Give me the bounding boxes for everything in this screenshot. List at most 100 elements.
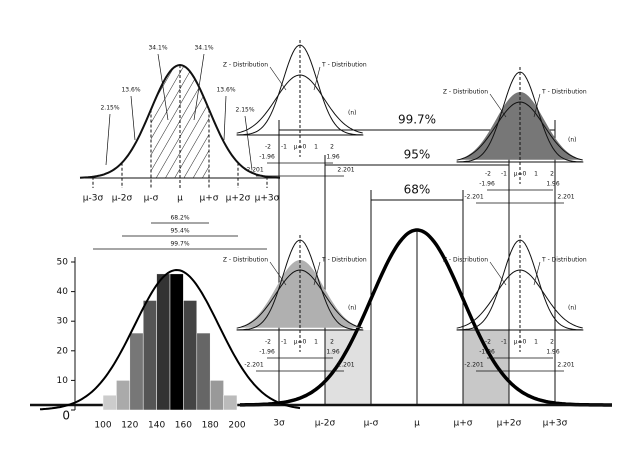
y-tick-label: 40 <box>57 287 69 297</box>
line <box>269 66 287 91</box>
range-label: 95.4% <box>170 228 189 235</box>
line <box>489 93 507 118</box>
n-label: (n) <box>348 110 356 117</box>
tick-label: 1 <box>314 144 318 151</box>
tick-label: 2 <box>550 171 554 178</box>
tick-label: -2 <box>485 171 491 178</box>
tick-label: -2 <box>265 339 271 346</box>
crit-label: 1.96 <box>546 349 560 356</box>
t-label: T - Distribution <box>321 257 367 264</box>
t-label: T - Distribution <box>541 257 587 264</box>
z-label: Z - Distribution <box>443 257 488 264</box>
range-label: 68% <box>404 183 431 197</box>
bar <box>209 380 224 411</box>
y-tick-label: 20 <box>57 346 69 356</box>
crit-label: 2.201 <box>337 362 354 369</box>
axis-label: μ-3σ <box>83 194 104 204</box>
line <box>313 261 321 286</box>
bar <box>196 332 211 411</box>
line <box>269 261 287 286</box>
crit-label: 2.201 <box>557 362 574 369</box>
axis-label: μ+3σ <box>543 419 568 429</box>
percent-label: 2.15% <box>235 107 254 114</box>
y-tick-label: 50 <box>57 258 69 268</box>
line <box>223 95 227 141</box>
axis-label: μ-σ <box>144 194 159 204</box>
line <box>533 261 541 286</box>
n-label: (n) <box>348 305 356 312</box>
bar <box>223 394 238 411</box>
line <box>489 261 507 286</box>
axis-label: μ+3σ <box>255 194 280 204</box>
range-label: 99.7% <box>170 241 189 248</box>
z-label: Z - Distribution <box>223 257 268 264</box>
axis-label: μ <box>414 419 420 429</box>
x-tick-label: 120 <box>121 421 138 431</box>
z-label: Z - Distribution <box>443 89 488 96</box>
x-tick-label: 100 <box>94 421 111 431</box>
bar <box>156 273 171 411</box>
crit-label: 1.96 <box>326 154 340 161</box>
tick-label: -1 <box>281 339 287 346</box>
bar <box>169 273 184 411</box>
tick-label: μ=0 <box>514 171 527 178</box>
axis-label: μ-2σ <box>315 419 336 429</box>
crit-label: -1.96 <box>479 181 495 188</box>
crit-label: -2.201 <box>464 194 484 201</box>
crit-label: -2.201 <box>244 167 264 174</box>
range-label: 95% <box>404 148 431 162</box>
n-label: (n) <box>568 305 576 312</box>
y-tick-label: 0 <box>62 409 70 423</box>
line <box>193 53 205 121</box>
t-area <box>456 92 583 160</box>
tick-label: μ=0 <box>514 339 527 346</box>
t-label: T - Distribution <box>541 89 587 96</box>
n-label: (n) <box>568 137 576 144</box>
t-curve <box>456 269 583 329</box>
line <box>130 95 136 141</box>
crit-label: 2.201 <box>337 167 354 174</box>
shade <box>463 330 509 405</box>
percent-label: 2.15% <box>100 105 119 112</box>
bar <box>129 332 144 411</box>
line <box>105 113 111 166</box>
axis-label: μ-2σ <box>112 194 133 204</box>
x-tick-label: 180 <box>202 421 219 431</box>
bar <box>116 380 131 411</box>
z-label: Z - Distribution <box>223 62 268 69</box>
t-label: T - Distribution <box>321 62 367 69</box>
tick-label: 2 <box>330 144 334 151</box>
axis-label: μ+σ <box>200 194 219 204</box>
x-tick-label: 200 <box>228 421 245 431</box>
bar <box>102 394 117 411</box>
tick-label: -2 <box>265 144 271 151</box>
tick-label: 1 <box>534 171 538 178</box>
tick-label: -1 <box>501 339 507 346</box>
tick-label: 2 <box>550 339 554 346</box>
line <box>244 115 253 171</box>
crit-label: 1.96 <box>546 181 560 188</box>
axis-label: 3σ <box>273 419 285 429</box>
range-label: 99.7% <box>398 113 436 127</box>
axis-label: μ <box>177 194 183 204</box>
line <box>157 53 169 121</box>
percent-label: 13.6% <box>121 87 140 94</box>
tick-label: 1 <box>534 339 538 346</box>
t-curve <box>236 74 363 134</box>
axis-label: μ+2σ <box>497 419 522 429</box>
tick-label: 2 <box>330 339 334 346</box>
crit-label: 1.96 <box>326 349 340 356</box>
tick-label: μ=0 <box>294 339 307 346</box>
axis-label: μ+2σ <box>226 194 251 204</box>
crit-label: 2.201 <box>557 194 574 201</box>
crit-label: -2.201 <box>244 362 264 369</box>
bar <box>183 300 198 411</box>
x-tick-label: 160 <box>175 421 192 431</box>
y-tick-label: 30 <box>57 317 69 327</box>
bell-curve <box>240 228 612 407</box>
range-label: 68.2% <box>170 215 189 222</box>
percent-label: 34.1% <box>148 45 167 52</box>
tick-label: -1 <box>281 144 287 151</box>
tick-label: -2 <box>485 339 491 346</box>
